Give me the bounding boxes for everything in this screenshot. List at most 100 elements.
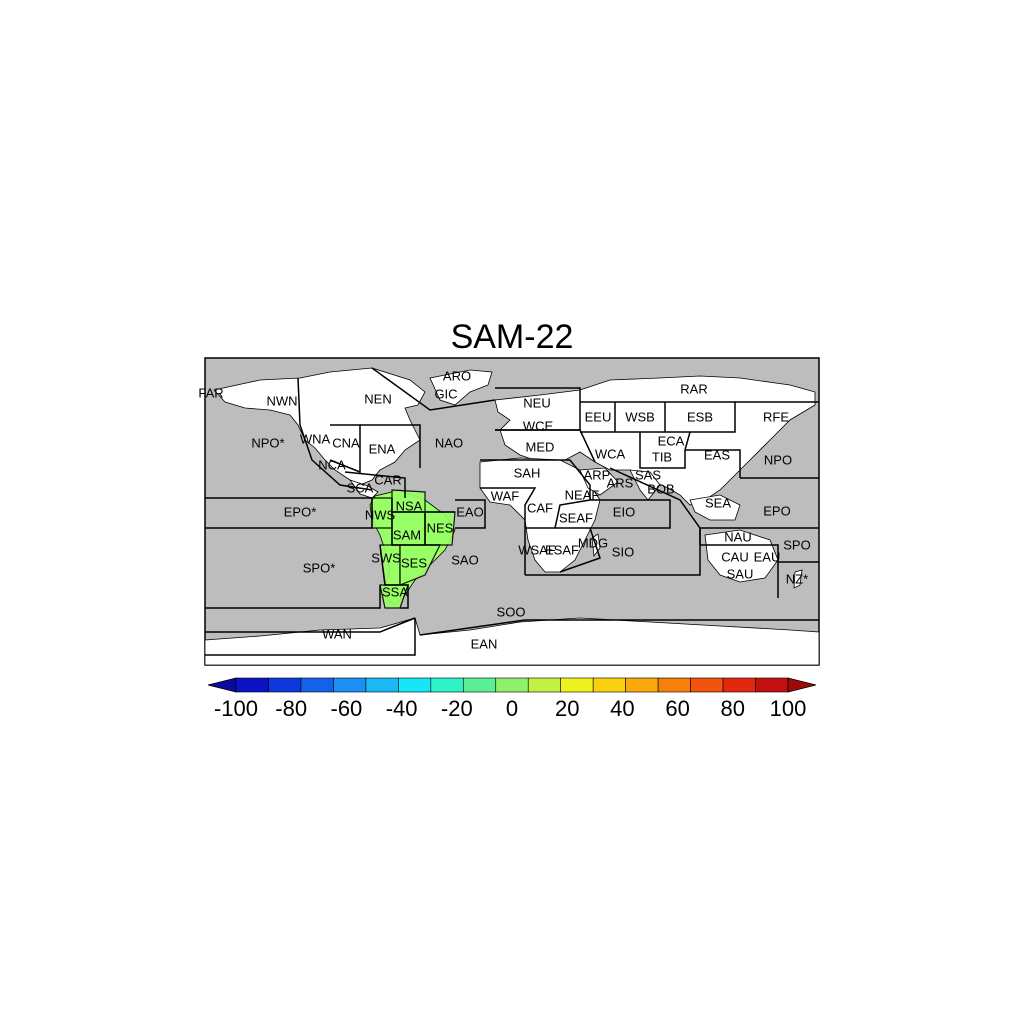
region-label[interactable]: SPO* xyxy=(303,560,336,575)
region-label[interactable]: WCE xyxy=(523,418,554,433)
colorbar-box xyxy=(560,677,594,693)
region-label[interactable]: EAU xyxy=(754,549,781,564)
region-label[interactable]: EEU xyxy=(585,409,612,424)
region-label[interactable]: EIO xyxy=(613,504,635,519)
boundary-line xyxy=(525,499,591,529)
boundary-line xyxy=(495,429,596,463)
region-label[interactable]: GIC xyxy=(434,386,457,401)
colorbar-low-arrow xyxy=(207,677,237,693)
region-label[interactable]: WCA xyxy=(595,446,626,461)
region-label[interactable]: NAO xyxy=(435,435,463,450)
region-label[interactable]: NZ* xyxy=(786,571,808,586)
new-zealand-land xyxy=(793,569,803,589)
boundary-line xyxy=(371,367,496,411)
region-label[interactable]: SAS xyxy=(635,467,661,482)
region-label[interactable]: ENA xyxy=(369,441,396,456)
region-label[interactable]: SEA xyxy=(705,495,731,510)
boundary-line xyxy=(379,544,409,609)
greenland-land xyxy=(429,369,493,406)
region-label[interactable]: ESAF xyxy=(545,542,579,557)
colorbar-box xyxy=(722,677,756,693)
region-label[interactable]: TIB xyxy=(652,449,672,464)
region-label[interactable]: MDG xyxy=(578,535,608,550)
region-label[interactable]: WAN xyxy=(322,626,352,641)
region-label[interactable]: SOO xyxy=(497,604,526,619)
region-label[interactable]: SIO xyxy=(612,544,634,559)
region-label[interactable]: ESB xyxy=(687,409,713,424)
region-label[interactable]: EPO* xyxy=(284,504,317,519)
boundary-line xyxy=(329,424,361,474)
colorbar-tick-label: -40 xyxy=(386,696,418,721)
region-label[interactable]: NSA xyxy=(396,498,423,513)
region-label[interactable]: SAH xyxy=(514,465,541,480)
boundary-line xyxy=(344,471,406,498)
colorbar-tick-label: 40 xyxy=(610,696,634,721)
region-label[interactable]: NPO xyxy=(764,452,792,467)
region-label[interactable]: RAR xyxy=(680,381,707,396)
colorbar-tick-label: 0 xyxy=(506,696,518,721)
region-label[interactable]: CAF xyxy=(527,500,553,515)
region-label[interactable]: RFE xyxy=(763,409,789,424)
region-label[interactable]: MED xyxy=(526,439,555,454)
region-label[interactable]: ARO xyxy=(443,368,471,383)
boundary-line xyxy=(419,619,819,636)
region-label[interactable]: SAM xyxy=(393,527,421,542)
boundary-line xyxy=(639,431,691,469)
region-label[interactable]: FAR xyxy=(198,385,223,400)
region-label[interactable]: SEAF xyxy=(559,510,593,525)
colorbar-box xyxy=(300,677,334,693)
region-label[interactable]: SAO xyxy=(451,552,478,567)
boundary-line xyxy=(205,618,416,656)
region-label[interactable]: WAF xyxy=(491,488,519,503)
boundary-line xyxy=(555,527,601,573)
colorbar-tick-label: 60 xyxy=(665,696,689,721)
boundary-line xyxy=(360,424,421,468)
boundary-line xyxy=(455,499,486,529)
colorbar-ticks: -100 -80 -60 -40 -20 0 20 40 60 80 100 xyxy=(214,696,806,721)
region-label[interactable]: SPO xyxy=(783,537,810,552)
boundary-line xyxy=(205,497,373,529)
region-label[interactable]: EAS xyxy=(704,447,730,462)
map-title: SAM-22 xyxy=(450,318,574,356)
highlighted-regions xyxy=(371,489,456,609)
region-label[interactable]: NWS xyxy=(365,507,396,522)
colorbar-box xyxy=(495,677,529,693)
region-label[interactable]: CAU xyxy=(721,549,748,564)
boundary-line xyxy=(480,459,591,500)
region-label[interactable]: ARS xyxy=(607,475,634,490)
region-label[interactable]: NPO* xyxy=(251,435,284,450)
colorbar-high-arrow xyxy=(787,677,817,693)
north-america-land xyxy=(213,367,426,486)
region-label[interactable]: BOB xyxy=(647,481,674,496)
region-label[interactable]: CNA xyxy=(332,435,360,450)
colorbar-box xyxy=(657,677,691,693)
region-label[interactable]: NES xyxy=(427,520,454,535)
region-label[interactable]: SWS xyxy=(371,550,401,565)
region-label[interactable]: NEAF xyxy=(565,487,600,502)
region-label[interactable]: SCA xyxy=(347,480,374,495)
region-label[interactable]: WSAF xyxy=(518,542,556,557)
region-label[interactable]: NAU xyxy=(724,529,751,544)
region-label[interactable]: SSA xyxy=(382,584,408,599)
region-boundaries xyxy=(205,367,819,656)
region-label[interactable]: NCA xyxy=(318,457,346,472)
boundary-line xyxy=(700,544,779,598)
region-label[interactable]: EAN xyxy=(471,636,498,651)
boundary-line xyxy=(580,401,736,433)
colorbar-tick-label: -20 xyxy=(441,696,473,721)
region-label[interactable]: ECA xyxy=(658,433,685,448)
region-label[interactable]: WNA xyxy=(300,431,331,446)
region-label[interactable]: SAU xyxy=(727,566,754,581)
region-label[interactable]: NEN xyxy=(364,391,391,406)
region-label[interactable]: NEU xyxy=(523,395,550,410)
colorbar-box xyxy=(690,677,724,693)
colorbar-box xyxy=(365,677,399,693)
region-label[interactable]: CAR xyxy=(374,472,401,487)
region-label[interactable]: ARP xyxy=(584,467,611,482)
colorbar-box xyxy=(462,677,497,693)
region-label[interactable]: NWN xyxy=(266,393,297,408)
region-label[interactable]: WSB xyxy=(625,409,655,424)
region-label[interactable]: SES xyxy=(401,555,427,570)
region-label[interactable]: EPO xyxy=(763,503,790,518)
region-label[interactable]: EAO xyxy=(456,504,483,519)
